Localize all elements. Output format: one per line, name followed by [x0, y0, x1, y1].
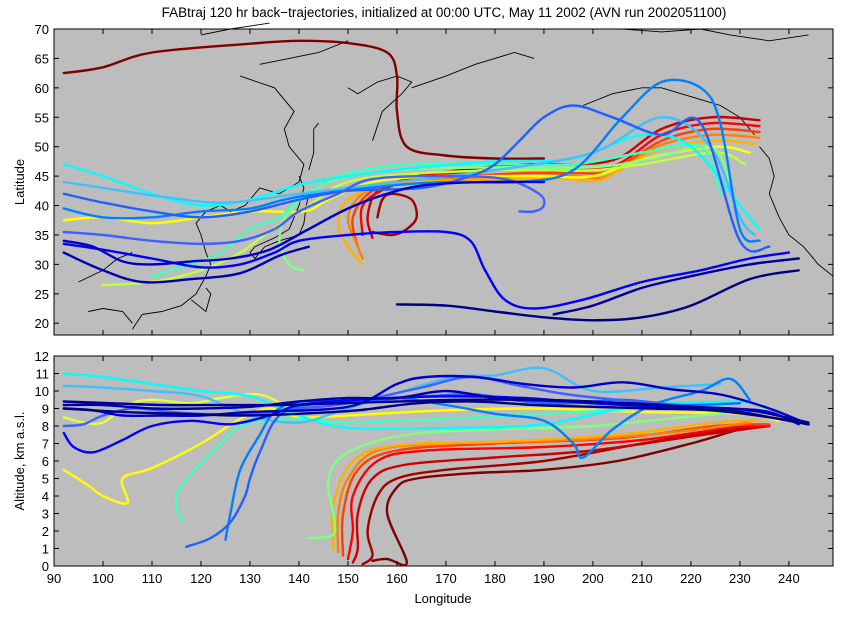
latitude-y-tick-label: 35 — [35, 228, 49, 243]
latitude-axis-label: Latitude — [12, 159, 27, 205]
latitude-y-tick-label: 50 — [35, 140, 49, 155]
latitude-trajectory-6 — [337, 139, 756, 266]
altitude-y-tick-label: 10 — [35, 384, 49, 399]
altitude-y-tick-label: 8 — [42, 419, 49, 434]
altitude-trajectory-4 — [340, 423, 771, 557]
altitude-trajectory-17 — [62, 374, 810, 426]
x-axis-label: Longitude — [414, 591, 471, 606]
x-tick-label: 200 — [582, 571, 604, 586]
latitude-y-tick-label: 45 — [35, 169, 49, 184]
x-tick-label: 180 — [484, 571, 506, 586]
coastline-segment — [190, 287, 212, 313]
latitude-panel: 20 25 30 35 40 45 50 55 60 65 70 Latitude — [12, 22, 834, 336]
x-tick-label: 130 — [239, 571, 261, 586]
x-tick-label: 110 — [142, 571, 163, 586]
x-tick-label: 220 — [680, 571, 702, 586]
latitude-trajectory-10 — [150, 143, 722, 278]
latitude-trajectory-16 — [62, 230, 791, 310]
latitude-y-tick-label: 65 — [35, 51, 49, 66]
altitude-x-ticks — [53, 356, 790, 566]
latitude-trajectory-8 — [101, 151, 746, 287]
chart-title: FABtraj 120 hr back−trajectories, initia… — [162, 5, 727, 20]
latitude-y-tick-label: 25 — [35, 287, 49, 302]
altitude-y-tick-label: 2 — [42, 524, 49, 539]
altitude-y-tick-label: 11 — [36, 367, 50, 382]
coastline-segment — [88, 308, 133, 324]
x-tick-label: 190 — [533, 571, 555, 586]
latitude-y-tick-label: 60 — [35, 81, 49, 96]
latitude-y-tick-label: 30 — [35, 257, 49, 272]
x-tick-label: 140 — [288, 571, 310, 586]
altitude-y-tick-label: 12 — [35, 349, 49, 364]
x-tick-label: 90 — [47, 571, 61, 586]
altitude-trajectory-6 — [330, 419, 761, 550]
altitude-y-tick-label: 1 — [42, 542, 49, 557]
x-tick-label: 170 — [435, 571, 457, 586]
x-tick-label: 120 — [190, 571, 212, 586]
altitude-trajectory-8 — [62, 392, 291, 426]
latitude-trajectory-18 — [62, 245, 310, 284]
latitude-trajectory-4 — [351, 127, 761, 248]
latitude-y-tick-label: 40 — [35, 199, 49, 214]
latitude-trajectory-0 — [62, 39, 546, 160]
x-tick-label: 160 — [386, 571, 408, 586]
coastline-segment — [411, 52, 535, 89]
altitude-trajectory-11 — [62, 372, 751, 431]
x-tick-labels: 90 100 110 120 130 140 150 160 170 180 190 200 210 22… — [47, 571, 800, 586]
coastline-segment — [347, 75, 413, 141]
x-tick-label: 150 — [337, 571, 359, 586]
altitude-y-tick-label: 0 — [42, 559, 49, 574]
altitude-y-tick-label: 5 — [42, 472, 49, 487]
latitude-y-tick-label: 20 — [35, 316, 49, 331]
altitude-trajectory-19 — [62, 398, 810, 424]
latitude-x-ticks — [53, 29, 790, 335]
altitude-trajectory-20 — [62, 400, 810, 426]
x-tick-label: 240 — [778, 571, 800, 586]
altitude-y-tick-label: 3 — [42, 507, 49, 522]
latitude-y-tick-label: 70 — [35, 22, 49, 37]
x-tick-label: 100 — [92, 571, 114, 586]
altitude-trajectory-0 — [371, 424, 771, 567]
latitude-trajectory-20 — [395, 269, 800, 322]
altitude-trajectory-3 — [346, 424, 771, 561]
latitude-trajectory-17 — [62, 180, 546, 266]
altitude-axis-label: Altitude, km a.s.l. — [12, 412, 27, 511]
latitude-trajectory-19 — [552, 257, 800, 316]
coastline-segment — [308, 122, 319, 171]
altitude-trajectory-10 — [174, 403, 732, 522]
altitude-trajectory-9 — [307, 407, 771, 540]
coastline-segment — [200, 22, 270, 36]
altitude-trajectory-2 — [351, 424, 771, 564]
coastline-segment — [78, 252, 133, 283]
x-tick-label: 230 — [729, 571, 751, 586]
altitude-y-tick-label: 9 — [42, 402, 49, 417]
coastline-segment — [573, 28, 809, 42]
coastline-segment — [259, 40, 349, 65]
latitude-trajectory-14 — [62, 104, 771, 253]
latitude-trajectory-15 — [62, 174, 546, 245]
latitude-y-ticks: 20 25 30 35 40 45 50 55 60 65 70 — [35, 22, 833, 331]
altitude-y-tick-label: 6 — [42, 454, 49, 469]
altitude-y-tick-label: 7 — [42, 437, 49, 452]
coastline-segment — [582, 87, 755, 136]
altitude-y-tick-label: 4 — [42, 489, 49, 504]
x-tick-label: 210 — [631, 571, 653, 586]
altitude-trajectories — [62, 366, 810, 567]
latitude-trajectories — [62, 39, 800, 322]
latitude-y-tick-label: 55 — [35, 110, 49, 125]
latitude-trajectory-1 — [371, 192, 418, 237]
coastline-segment — [759, 146, 834, 277]
